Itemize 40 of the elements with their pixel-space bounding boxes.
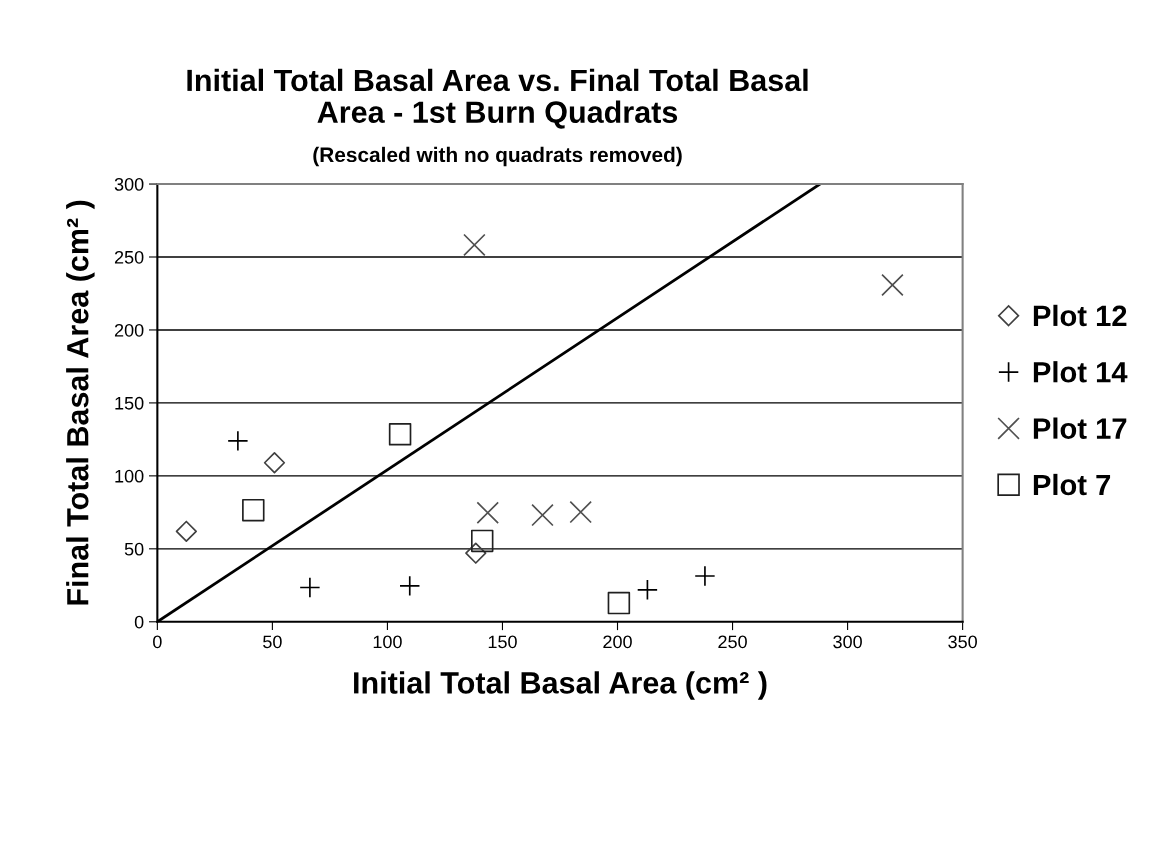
y-tick-label: 50 bbox=[124, 542, 144, 556]
legend-label: Plot 14 bbox=[1033, 361, 1128, 383]
legend-label: Plot 7 bbox=[1033, 473, 1111, 496]
y-tick-label: 100 bbox=[115, 469, 144, 483]
point bbox=[470, 529, 494, 553]
y-tick-label: 0 bbox=[134, 615, 144, 629]
chart-title: Initial Total Basal Area vs. Final Total Basal Area - 1st Burn Quadrats bbox=[187, 68, 808, 129]
point bbox=[299, 576, 321, 599]
x-tick-label: 200 bbox=[603, 635, 632, 649]
point bbox=[465, 542, 487, 564]
x-tick-label: 150 bbox=[488, 635, 517, 649]
x-axis-title: Initial Total Basal Area (cm² ) bbox=[354, 671, 767, 700]
point bbox=[399, 575, 421, 597]
x-tick-label: 0 bbox=[153, 635, 162, 649]
point bbox=[607, 591, 631, 615]
point bbox=[694, 565, 716, 587]
y-tick-label: 300 bbox=[114, 177, 144, 191]
point bbox=[636, 579, 658, 601]
chart-subtitle: (Rescaled with no quadrats removed) bbox=[313, 146, 682, 167]
x-tick-label: 50 bbox=[263, 635, 282, 649]
legend-label: Plot 17 bbox=[1033, 417, 1127, 439]
point bbox=[242, 498, 265, 522]
point bbox=[531, 503, 554, 527]
point bbox=[476, 501, 499, 525]
point bbox=[227, 430, 249, 452]
point bbox=[175, 520, 197, 542]
legend-label: Plot 12 bbox=[1033, 304, 1127, 327]
y-tick-label: 250 bbox=[114, 250, 144, 264]
point bbox=[263, 452, 286, 474]
point bbox=[463, 233, 486, 257]
point bbox=[881, 273, 904, 297]
point bbox=[388, 423, 412, 446]
x-tick-label: 250 bbox=[718, 635, 747, 649]
point bbox=[569, 500, 592, 524]
x-tick-label: 300 bbox=[833, 635, 862, 649]
x-tick-label: 350 bbox=[948, 635, 977, 649]
x-tick-label: 100 bbox=[373, 635, 402, 649]
y-axis-title: Final Total Basal Area (cm² ) bbox=[66, 200, 95, 605]
y-tick-label: 200 bbox=[114, 323, 144, 337]
y-tick-label: 150 bbox=[115, 396, 144, 410]
